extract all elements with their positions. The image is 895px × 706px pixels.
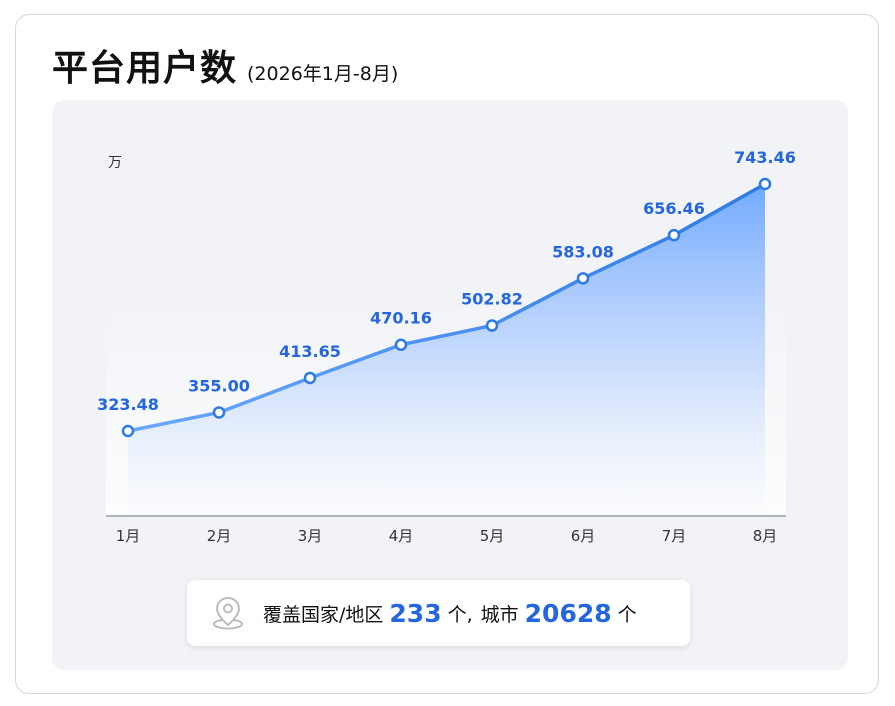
page-title: 平台用户数 [52, 48, 238, 89]
x-tick-label: 7月 [662, 527, 687, 545]
data-label: 656.46 [643, 199, 705, 218]
location-pin-icon [213, 596, 243, 630]
country-count: 233 [389, 598, 442, 628]
city-count: 20628 [524, 598, 612, 628]
data-label: 355.00 [188, 376, 250, 395]
coverage-summary: 覆盖国家/地区 233 个, 城市 20628 个 [187, 580, 690, 646]
series-line [126, 182, 767, 433]
country-unit: 个, [447, 603, 473, 626]
data-label: 743.46 [734, 148, 796, 167]
city-label: 城市 [480, 603, 519, 626]
data-point [576, 272, 590, 285]
data-point [303, 371, 317, 385]
line-area-chart: 万 323.48 1月 355.00 2月 413.65 3月 470.16 4月 502.82 5… [97, 148, 796, 545]
data-point [485, 319, 499, 332]
data-label: 413.65 [279, 342, 341, 361]
data-label: 583.08 [552, 242, 614, 261]
city-unit: 个 [617, 603, 637, 626]
data-point [212, 406, 226, 419]
data-label: 502.82 [461, 290, 523, 309]
x-tick-label: 3月 [298, 527, 323, 545]
y-unit-label: 万 [108, 155, 122, 171]
data-label: 470.16 [370, 309, 432, 328]
data-point [394, 338, 408, 351]
coverage-label: 覆盖国家/地区 [263, 603, 384, 626]
series-area [128, 184, 765, 516]
chart-card: 平台用户数 (2026年1月-8月) 万 323.48 1月 355.0 [15, 14, 879, 694]
data-point [758, 177, 772, 191]
date-range-subtitle: (2026年1月-8月) [247, 63, 399, 85]
chart-title: 平台用户数 (2026年1月-8月) [52, 39, 398, 91]
chart-panel: 万 323.48 1月 355.00 2月 413.65 3月 470.16 4月 502.82 5… [52, 100, 848, 670]
data-point [121, 424, 135, 438]
x-tick-label: 2月 [207, 527, 232, 545]
x-tick-label: 5月 [480, 527, 505, 545]
x-tick-label: 4月 [389, 527, 414, 545]
data-point [667, 228, 681, 242]
x-tick-label: 8月 [753, 527, 778, 545]
x-tick-label: 6月 [571, 527, 596, 545]
x-tick-label: 1月 [116, 527, 141, 545]
data-label: 323.48 [97, 395, 159, 414]
